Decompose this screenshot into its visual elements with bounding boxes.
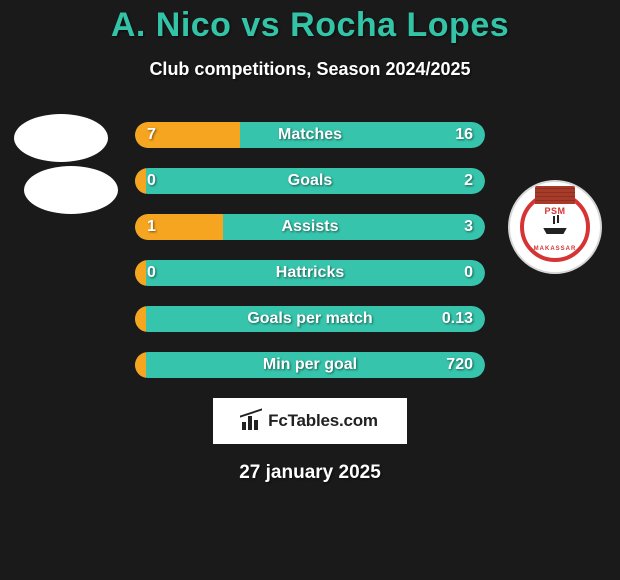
bar-value-right: 720 (446, 352, 473, 378)
badge-bottom-text: MAKASSAR (534, 246, 577, 252)
stat-bar-row: 720 Min per goal (135, 352, 485, 378)
stat-bar-row: 0 2 Goals (135, 168, 485, 194)
bar-value-right: 16 (455, 122, 473, 148)
player-avatar-left-2 (24, 166, 118, 214)
bar-label: Matches (278, 122, 342, 148)
bar-value-left: 7 (147, 122, 156, 148)
page-title: A. Nico vs Rocha Lopes (0, 6, 620, 45)
stat-bar-row: 0.13 Goals per match (135, 306, 485, 332)
club-badge-right: PSM MAKASSAR (508, 180, 602, 274)
bar-value-left: 0 (147, 260, 156, 286)
badge-ship-icon (541, 220, 569, 234)
bar-fill-left (135, 306, 146, 332)
bar-chart-icon (242, 412, 262, 430)
bar-fill-left (135, 352, 146, 378)
badge-bricks-icon (535, 186, 575, 204)
brand-text: FcTables.com (268, 411, 378, 431)
player-avatar-left-1 (14, 114, 108, 162)
stat-bar-row: 0 0 Hattricks (135, 260, 485, 286)
date-text: 27 january 2025 (0, 462, 620, 484)
bar-value-right: 3 (464, 214, 473, 240)
bar-value-right: 2 (464, 168, 473, 194)
bar-label: Hattricks (276, 260, 344, 286)
bar-label: Goals per match (247, 306, 372, 332)
bar-fill-left (135, 260, 146, 286)
badge-ring: PSM MAKASSAR (520, 192, 590, 262)
stat-bar-row: 1 3 Assists (135, 214, 485, 240)
bar-value-right: 0 (464, 260, 473, 286)
stat-bar-row: 7 16 Matches (135, 122, 485, 148)
bar-value-left: 1 (147, 214, 156, 240)
subtitle: Club competitions, Season 2024/2025 (0, 59, 620, 80)
bar-value-right: 0.13 (442, 306, 473, 332)
badge-top-text: PSM (544, 206, 565, 216)
root: A. Nico vs Rocha Lopes Club competitions… (0, 0, 620, 580)
bar-label: Goals (288, 168, 332, 194)
bar-label: Min per goal (263, 352, 357, 378)
comparison-bars: 7 16 Matches 0 2 Goals 1 3 Assists 0 0 Hattricks 0.1… (135, 122, 485, 378)
brand-box[interactable]: FcTables.com (213, 398, 407, 444)
bar-fill-left (135, 168, 146, 194)
bar-label: Assists (282, 214, 339, 240)
bar-value-left: 0 (147, 168, 156, 194)
